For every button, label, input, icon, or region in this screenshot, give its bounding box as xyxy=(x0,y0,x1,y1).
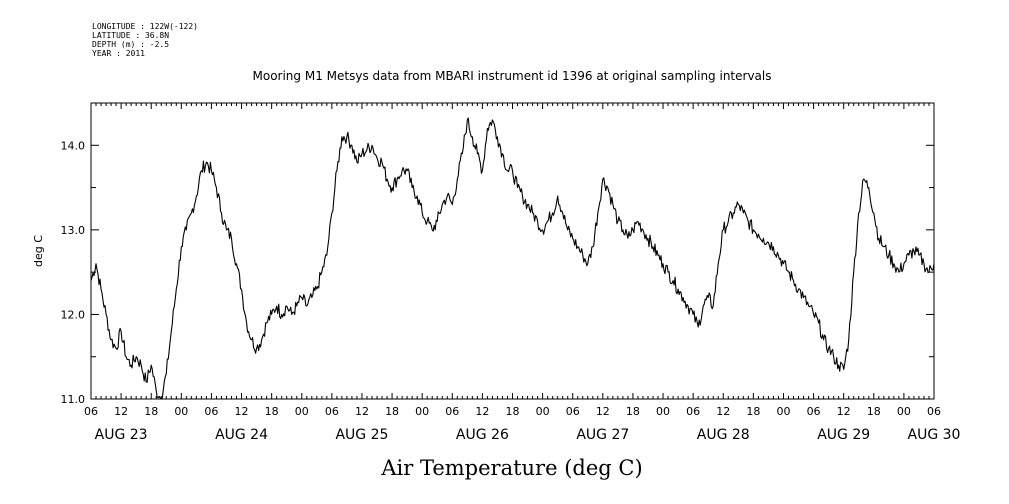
y-tick-label: 12.0 xyxy=(61,308,86,321)
x-axis-title: Air Temperature (deg C) xyxy=(380,456,642,480)
axis-ticks xyxy=(90,102,935,400)
x-hour-label: 00 xyxy=(536,405,550,418)
x-day-label: AUG 29 xyxy=(817,427,870,443)
x-hour-label: 06 xyxy=(204,405,218,418)
x-hour-label: 00 xyxy=(174,405,188,418)
y-tick-label: 14.0 xyxy=(61,139,86,152)
depth-text: DEPTH (m) : -2.5 xyxy=(92,40,170,49)
x-day-label: AUG 24 xyxy=(215,427,268,443)
longitude-text: LONGITUDE : 122W(-122) xyxy=(92,22,198,31)
x-hour-label: 12 xyxy=(596,405,610,418)
x-hour-label: 12 xyxy=(355,405,369,418)
y-axis-label: deg C xyxy=(32,235,45,267)
x-hour-label: 06 xyxy=(807,405,821,418)
x-hour-label: 18 xyxy=(265,405,279,418)
x-day-labels: AUG 23 AUG 24 AUG 25 AUG 26 AUG 27 AUG 28 AUG … xyxy=(95,427,961,443)
latitude-text: LATITUDE : 36.8N xyxy=(92,31,170,40)
x-day-label: AUG 27 xyxy=(576,427,629,443)
x-hour-label: 00 xyxy=(656,405,670,418)
x-hour-label: 12 xyxy=(475,405,489,418)
x-hour-label: 06 xyxy=(445,405,459,418)
x-hour-label: 18 xyxy=(385,405,399,418)
plot-frame xyxy=(90,102,935,400)
x-hour-label: 12 xyxy=(235,405,249,418)
x-hour-label: 00 xyxy=(776,405,790,418)
x-hour-label: 06 xyxy=(927,405,941,418)
x-hour-label: 00 xyxy=(415,405,429,418)
x-hour-label: 12 xyxy=(837,405,851,418)
y-tick-labels: 11.0 12.0 13.0 14.0 xyxy=(61,139,86,406)
y-tick-label: 11.0 xyxy=(61,393,86,406)
metadata-block: LONGITUDE : 122W(-122) LATITUDE : 36.8N … xyxy=(92,22,198,58)
temperature-series-line xyxy=(90,117,935,399)
x-hour-label: 18 xyxy=(746,405,760,418)
x-day-label: AUG 23 xyxy=(95,427,148,443)
x-hour-label: 00 xyxy=(295,405,309,418)
x-hour-label: 18 xyxy=(144,405,158,418)
x-day-label: AUG 25 xyxy=(335,427,388,443)
x-hour-label: 18 xyxy=(626,405,640,418)
x-hour-label: 06 xyxy=(566,405,580,418)
x-hour-label: 18 xyxy=(867,405,881,418)
x-day-label: AUG 28 xyxy=(697,427,750,443)
x-hour-label: 06 xyxy=(84,405,98,418)
x-hour-label: 18 xyxy=(506,405,520,418)
x-hour-label: 06 xyxy=(325,405,339,418)
x-hour-label: 12 xyxy=(114,405,128,418)
y-tick-label: 13.0 xyxy=(61,224,86,237)
x-hour-label: 12 xyxy=(716,405,730,418)
year-text: YEAR : 2011 xyxy=(92,49,145,58)
x-hour-label: 06 xyxy=(686,405,700,418)
chart-title: Mooring M1 Metsys data from MBARI instru… xyxy=(253,69,772,83)
x-day-label: AUG 30 xyxy=(908,427,961,443)
x-day-label: AUG 26 xyxy=(456,427,509,443)
x-hour-label: 00 xyxy=(897,405,911,418)
x-tick-labels: 06 12 18 00 06 12 18 00 06 12 18 00 06 12 18 00 06 12 18 00… xyxy=(84,405,941,418)
